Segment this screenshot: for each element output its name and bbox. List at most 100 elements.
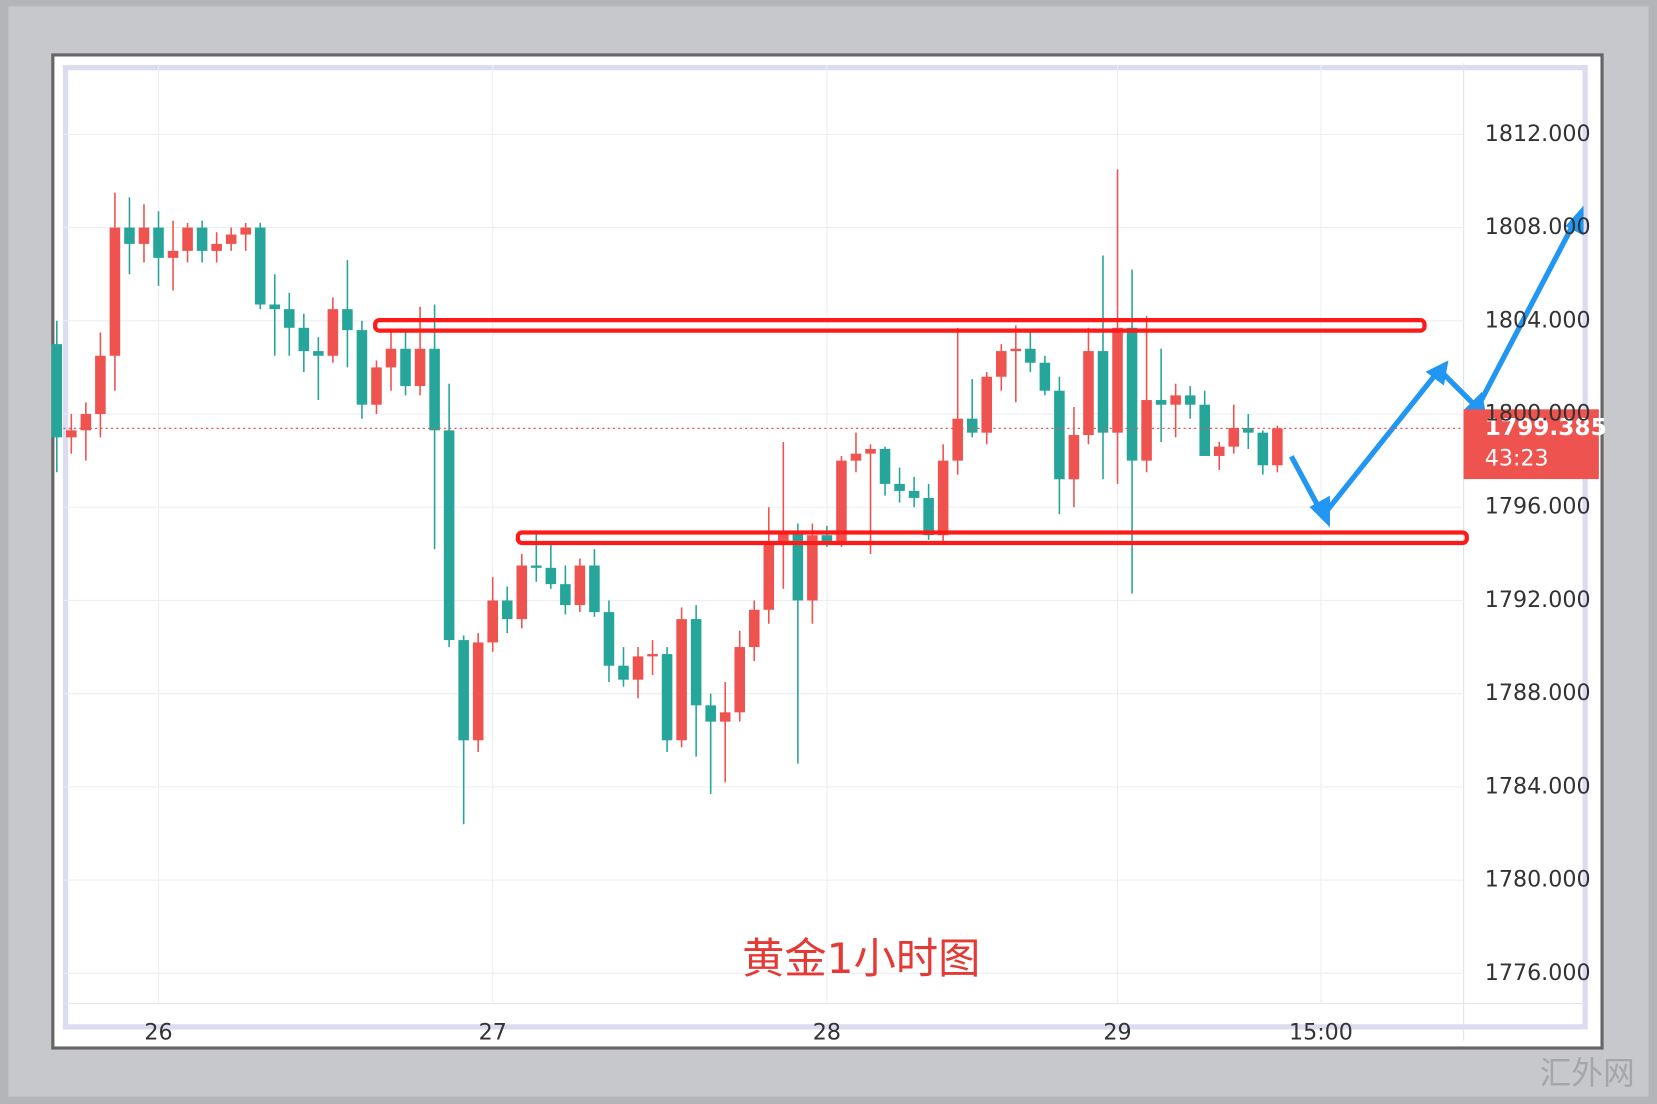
candle-body <box>647 654 658 657</box>
candle-body <box>1141 400 1152 461</box>
inner-border <box>62 64 1588 1030</box>
y-tick-label: 1800.000 <box>1485 401 1591 427</box>
candle-body <box>603 612 615 666</box>
y-tick-label: 1776.000 <box>1485 960 1591 986</box>
candle-body <box>850 453 862 461</box>
candle-body <box>1213 446 1225 456</box>
candle-body <box>298 327 310 352</box>
y-tick-label: 1788.000 <box>1485 680 1591 706</box>
arrow-head <box>1565 205 1584 236</box>
arrow-head <box>1425 360 1449 386</box>
candle-body <box>400 348 411 387</box>
candle-body <box>589 565 600 613</box>
candle-body <box>1025 348 1036 363</box>
candle-body <box>574 565 586 606</box>
candle-body <box>1184 395 1196 405</box>
candle-body <box>472 642 484 741</box>
candle-body <box>531 565 542 568</box>
candle-body <box>313 351 324 356</box>
y-tick-label: 1780.000 <box>1485 867 1591 893</box>
candle-body <box>821 535 833 543</box>
candle-body <box>429 348 440 431</box>
candle-body <box>414 348 426 387</box>
last-price-label: 1799.385 <box>1485 414 1607 441</box>
candle-body <box>966 418 978 433</box>
candle-body <box>894 483 905 491</box>
candles <box>51 169 1283 825</box>
candle-body <box>95 355 106 415</box>
candle-body <box>690 619 702 706</box>
resistance-box <box>373 317 1427 333</box>
candle-body <box>1243 428 1254 433</box>
candle-body <box>560 584 571 606</box>
last-price-box <box>1463 409 1599 480</box>
candle-body <box>487 600 498 643</box>
candle-body <box>356 330 368 405</box>
candle-body <box>1126 327 1138 461</box>
candle-body <box>124 227 135 244</box>
candle-body <box>225 234 237 244</box>
candle-body <box>1068 434 1080 480</box>
x-tick-label: 27 <box>479 1020 507 1046</box>
candle-body <box>952 418 963 461</box>
candle-body <box>1272 428 1283 466</box>
overlay: 1799.385 43:23 <box>63 409 1607 480</box>
candle-body <box>371 367 382 405</box>
candle-body <box>632 656 644 680</box>
candle-body <box>937 460 949 536</box>
candle-body <box>1170 395 1181 405</box>
candle-body <box>1257 432 1269 466</box>
watermark: 汇外网 <box>1540 1056 1635 1092</box>
candle-body <box>719 712 731 722</box>
candle-body <box>501 600 513 620</box>
y-tick-label: 1784.000 <box>1485 773 1591 799</box>
candle-body <box>182 227 193 251</box>
candle-body <box>763 542 775 610</box>
candle-body <box>1083 351 1094 435</box>
candle-body <box>211 243 222 251</box>
y-tick-label: 1808.000 <box>1485 214 1591 240</box>
candle-body <box>327 309 339 356</box>
candle-body <box>865 448 876 454</box>
candle-body <box>66 430 77 438</box>
candle-body <box>734 647 746 713</box>
candle-body <box>1155 400 1167 405</box>
candle-body <box>545 567 557 585</box>
candle-body <box>196 227 208 251</box>
candle-body <box>516 565 528 620</box>
candle-body <box>908 490 920 498</box>
candle-body <box>109 227 121 356</box>
candle-body <box>80 414 92 431</box>
arrow-head <box>1309 495 1330 528</box>
candle-body <box>879 448 891 484</box>
candle-body <box>1199 404 1210 456</box>
candle-body <box>618 665 629 680</box>
candle-body <box>836 460 847 543</box>
y-tick-label: 1792.000 <box>1485 587 1591 613</box>
candle-body <box>138 227 150 244</box>
candle-body <box>995 351 1007 377</box>
candle-body <box>1039 362 1051 391</box>
candle-body <box>807 535 818 601</box>
y-tick-label: 1812.000 <box>1485 121 1591 147</box>
candle-body <box>284 309 295 328</box>
candle-body <box>1228 428 1240 447</box>
candle-body <box>923 497 934 536</box>
candle-body <box>342 309 353 331</box>
candle-body <box>254 227 266 305</box>
candle-body <box>458 640 469 741</box>
candle-body <box>981 376 993 433</box>
candle-body <box>1054 390 1065 480</box>
support-box <box>515 530 1469 546</box>
candle-body <box>51 344 63 438</box>
candle-body <box>269 304 281 310</box>
x-tick-label: 28 <box>813 1020 841 1046</box>
candle-body <box>676 619 687 741</box>
candle-body <box>385 348 397 368</box>
y-tick-label: 1796.000 <box>1485 494 1591 520</box>
x-tick-label: 26 <box>144 1020 172 1046</box>
candle-body <box>443 430 455 641</box>
candle-body <box>167 250 179 258</box>
x-tick-label: 29 <box>1103 1020 1131 1046</box>
